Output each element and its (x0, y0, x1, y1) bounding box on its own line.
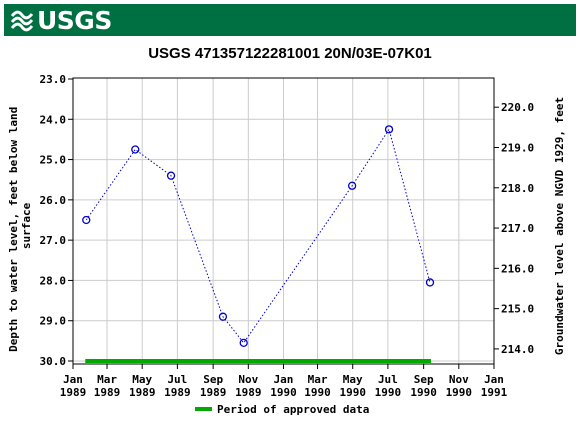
water-level-series (82, 125, 435, 348)
usgs-banner: USGS (4, 4, 576, 36)
left-tick-label: 30.0 (40, 355, 67, 368)
x-tick-month: Jan (484, 373, 504, 386)
right-tick-label: 216.0 (501, 262, 534, 275)
x-tick-month: Sep (203, 373, 223, 386)
x-tick-month: Mar (97, 373, 117, 386)
x-axis: Jan1989Mar1989May1989Jul1989Sep1989Nov19… (60, 364, 508, 399)
data-point (425, 278, 435, 287)
x-tick-year: 1990 (375, 386, 402, 399)
x-tick-year: 1989 (94, 386, 121, 399)
data-point (166, 171, 176, 180)
right-tick-label: 217.0 (501, 222, 534, 235)
left-axis-label-line2: surface (20, 202, 33, 249)
x-tick-month: May (132, 373, 152, 386)
right-tick-label: 218.0 (501, 182, 534, 195)
x-tick-month: May (343, 373, 363, 386)
right-tick-label: 215.0 (501, 303, 534, 316)
x-tick-year: 1990 (339, 386, 366, 399)
left-tick-label: 23.0 (40, 73, 67, 86)
right-y-axis: 214.0 215.0 216.0 217.0 218.0 219.0 220.0 (494, 101, 534, 356)
usgs-logo-text: USGS (37, 5, 112, 35)
right-tick-label: 220.0 (501, 101, 534, 114)
x-tick-year: 1989 (200, 386, 227, 399)
x-tick-month: Jul (378, 373, 398, 386)
grid (73, 78, 494, 364)
series-line (85, 128, 431, 344)
data-point (239, 338, 248, 348)
x-tick-month: Nov (449, 373, 469, 386)
left-tick-label: 29.0 (40, 315, 67, 328)
right-tick-label: 214.0 (501, 343, 534, 356)
left-tick-label: 27.0 (40, 234, 67, 247)
legend-swatch (195, 407, 212, 411)
legend-label: Period of approved data (217, 403, 369, 416)
x-tick-year: 1989 (129, 386, 156, 399)
left-y-axis: 23.0 24.0 25.0 26.0 27.0 28.0 29.0 30.0 (40, 73, 73, 368)
x-tick-year: 1991 (481, 386, 508, 399)
x-tick-month: Jan (274, 373, 294, 386)
x-tick-year: 1990 (304, 386, 331, 399)
x-tick-month: Nov (238, 373, 258, 386)
x-tick-year: 1990 (446, 386, 473, 399)
usgs-wave-icon (10, 10, 34, 32)
left-tick-label: 26.0 (40, 194, 67, 207)
usgs-logo[interactable]: USGS (10, 5, 112, 35)
data-point (347, 181, 357, 190)
left-tick-label: 24.0 (40, 113, 67, 126)
left-tick-label: 25.0 (40, 154, 67, 167)
right-tick-label: 219.0 (501, 141, 534, 154)
data-point (218, 312, 228, 321)
x-tick-year: 1989 (235, 386, 262, 399)
data-point (384, 125, 394, 134)
approved-period-bar (85, 359, 431, 363)
x-tick-year: 1989 (164, 386, 191, 399)
x-tick-month: Sep (414, 373, 434, 386)
left-tick-label: 28.0 (40, 274, 67, 287)
x-tick-year: 1990 (270, 386, 297, 399)
x-tick-month: Mar (308, 373, 328, 386)
left-axis-label-line1: Depth to water level, feet below land (7, 107, 20, 352)
data-point (131, 145, 140, 154)
chart-title: USGS 471357122281001 20N/03E-07K01 (148, 45, 432, 62)
x-tick-year: 1989 (60, 386, 87, 399)
data-point (82, 215, 91, 225)
left-axis-label: Depth to water level, feet below land su… (7, 100, 33, 352)
x-tick-month: Jul (167, 373, 187, 386)
x-tick-month: Jan (63, 373, 83, 386)
right-axis-label: Groundwater level above NGVD 1929, feet (553, 97, 566, 355)
x-tick-year: 1990 (410, 386, 437, 399)
